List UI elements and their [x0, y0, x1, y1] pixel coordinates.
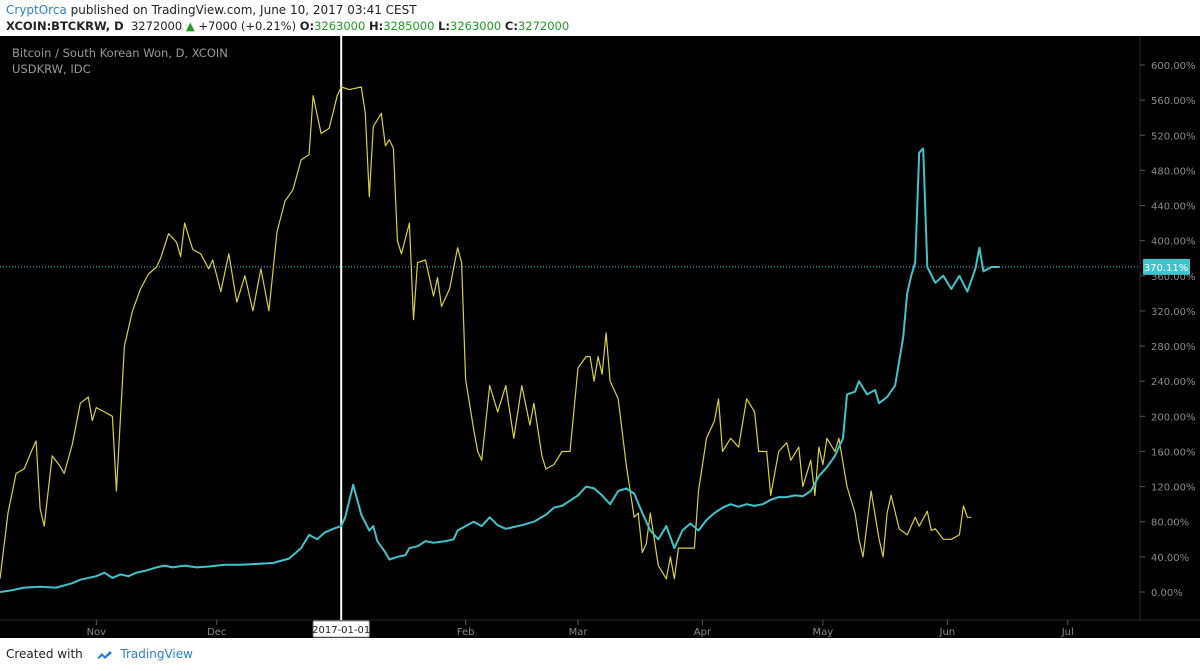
last-value-badge: [1143, 258, 1190, 275]
x-tick-label: Jul: [1061, 627, 1074, 638]
footer: Created with TradingView: [6, 647, 193, 661]
series-legend-usdkrw[interactable]: USDKRW, IDC: [12, 62, 91, 76]
y-tick-label: 40.00%: [1151, 553, 1189, 564]
high-label: H:: [368, 19, 384, 33]
y-tick-label: 240.00%: [1151, 377, 1196, 388]
series-legend-btc[interactable]: Bitcoin / South Korean Won, D, XCOIN: [12, 46, 228, 60]
y-tick-label: 520.00%: [1151, 131, 1196, 142]
up-arrow-icon: ▲: [185, 19, 195, 33]
low-value: 3263000: [450, 19, 502, 33]
low-label: L:: [438, 19, 451, 33]
close-label: C:: [504, 19, 518, 33]
x-tick-label: Nov: [87, 627, 107, 638]
y-tick-label: 360.00%: [1151, 272, 1196, 283]
y-tick-label: 80.00%: [1151, 518, 1189, 529]
author-link[interactable]: CryptOrca: [6, 3, 67, 17]
x-tick-label: Dec: [207, 627, 226, 638]
chart-svg[interactable]: 600.00% 560.00% 520.00% 480.00% 440.00% 400.0…: [0, 36, 1200, 638]
open-label: O:: [299, 19, 315, 33]
symbol-label: XCOIN:BTCKRW, D: [6, 19, 124, 33]
publish-info: CryptOrca published on TradingView.com, …: [6, 3, 417, 17]
date-marker-label: 2017-01-01: [312, 625, 370, 636]
y-tick-label: 440.00%: [1151, 202, 1196, 213]
y-tick-label: 560.00%: [1151, 96, 1196, 107]
publish-text: published on TradingView.com, June 10, 2…: [70, 3, 417, 17]
chart-area[interactable]: 600.00% 560.00% 520.00% 480.00% 440.00% 400.0…: [0, 36, 1200, 638]
close-value: 3272000: [517, 19, 570, 33]
y-tick-label: 280.00%: [1151, 342, 1196, 353]
x-tick-label: Apr: [694, 627, 712, 638]
last-value-label: 370.11%: [1144, 263, 1189, 274]
y-tick-label: 480.00%: [1151, 166, 1196, 177]
x-tick-label: Mar: [569, 627, 589, 638]
y-tick-label: 320.00%: [1151, 307, 1196, 318]
price-change: +7000 (+0.21%): [198, 19, 297, 33]
y-tick-label: 120.00%: [1151, 483, 1196, 494]
x-tick-label: Feb: [457, 627, 475, 638]
tradingview-brand[interactable]: TradingView: [120, 647, 193, 661]
created-with-text: Created with: [6, 647, 83, 661]
y-tick-label: 200.00%: [1151, 412, 1196, 423]
y-tick-label: 0.00%: [1151, 588, 1183, 599]
ohlc-header: XCOIN:BTCKRW, D 3272000 ▲ +7000 (+0.21%)…: [6, 19, 569, 33]
y-tick-label: 400.00%: [1151, 237, 1196, 248]
usdkrw-series-line: [0, 86, 972, 580]
date-marker-box: [312, 620, 370, 638]
y-tick-label: 600.00%: [1151, 61, 1196, 72]
open-value: 3263000: [314, 19, 366, 33]
x-tick-label: Jun: [939, 627, 956, 638]
x-tick-label: May: [813, 627, 834, 638]
last-price: 3272000: [130, 19, 183, 33]
high-value: 3285000: [383, 19, 435, 33]
tradingview-logo-icon: [96, 650, 112, 659]
y-tick-label: 160.00%: [1151, 447, 1196, 458]
btc-krw-series-line: [0, 147, 1000, 593]
